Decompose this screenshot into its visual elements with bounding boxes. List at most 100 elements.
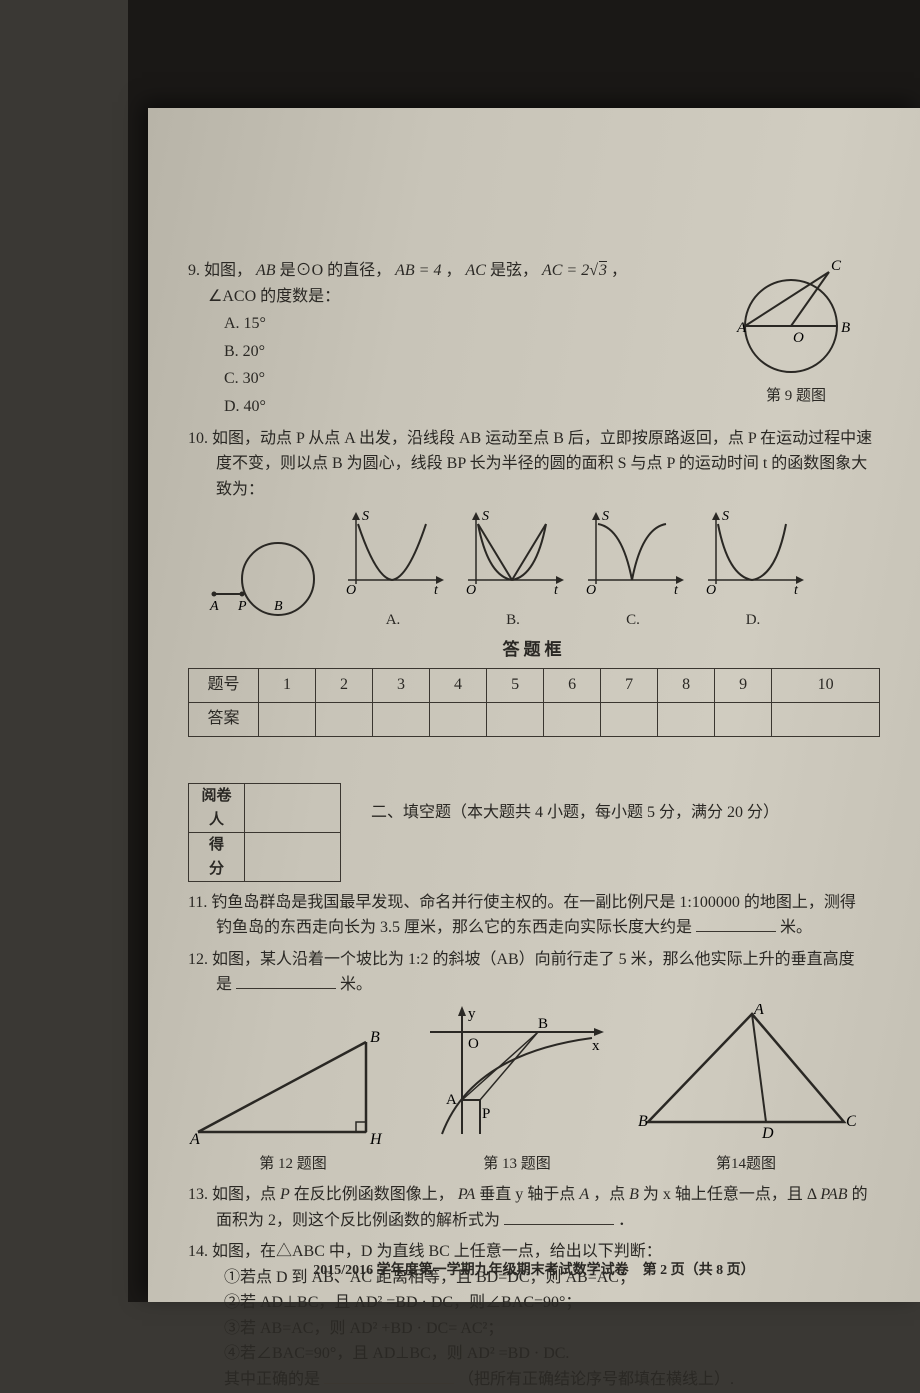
q13-figure-caption: 第 13 题图 xyxy=(422,1152,612,1176)
svg-text:x: x xyxy=(592,1038,600,1054)
svg-text:B: B xyxy=(370,1029,380,1046)
svg-text:B: B xyxy=(638,1113,648,1130)
q11-line2a: 钓鱼岛的东西走向长为 3.5 厘米，那么它的东西走向实际长度大约是 xyxy=(216,919,692,936)
q10-diagrams: A P B S O t A. xyxy=(208,508,880,632)
q14-s4: ④若∠BAC=90°，且 AD⊥BC，则 AD² =BD · DC. xyxy=(224,1341,880,1367)
q13-l1d: ，点 xyxy=(593,1186,629,1203)
q14-tail-a: 其中正确的是 xyxy=(224,1371,320,1388)
q14-number: 14. xyxy=(188,1243,208,1260)
q12-number: 12. xyxy=(188,951,208,968)
answer-cell[interactable] xyxy=(772,702,880,736)
q10-number: 10. xyxy=(188,430,208,447)
answer-td-label: 答案 xyxy=(189,702,259,736)
q9-ab-eq: AB = 4 xyxy=(395,262,441,279)
svg-text:S: S xyxy=(722,509,729,524)
q12-figure: A B H 第 12 题图 xyxy=(188,1014,398,1176)
q13-l1b: 在反比例函数图像上， xyxy=(294,1186,454,1203)
grader-blank-score[interactable] xyxy=(245,832,341,881)
q13-l1c: 垂直 y 轴于点 xyxy=(479,1186,579,1203)
svg-text:O: O xyxy=(346,583,356,598)
q14-tail-b: （把所有正确结论序号都填在横线上）. xyxy=(458,1371,734,1388)
answer-cell[interactable] xyxy=(487,702,544,736)
answer-cell[interactable] xyxy=(259,702,316,736)
answer-box-title: 答题框 xyxy=(188,636,880,663)
q13-pab: PAB xyxy=(820,1186,847,1203)
section2-header-row: 阅卷人 得 分 二、填空题（本大题共 4 小题，每小题 5 分，满分 20 分） xyxy=(188,737,880,890)
q12-blank[interactable] xyxy=(236,973,336,989)
q9-circle-svg: A B C O xyxy=(721,256,871,376)
svg-text:H: H xyxy=(369,1131,383,1144)
svg-text:S: S xyxy=(602,509,609,524)
svg-text:t: t xyxy=(674,583,679,598)
svg-text:P: P xyxy=(482,1106,490,1122)
answer-cell[interactable] xyxy=(715,702,772,736)
svg-text:O: O xyxy=(468,1036,479,1052)
q10-opt-d-graph: S O t D. xyxy=(698,508,808,632)
svg-text:A: A xyxy=(189,1131,200,1144)
answer-th-2: 2 xyxy=(316,668,373,702)
q11-blank[interactable] xyxy=(696,916,776,932)
svg-text:S: S xyxy=(362,509,369,524)
page-footer: 2015/2016 学年度第一学期九年级期末考试数学试卷 第 2 页（共 8 页… xyxy=(148,1260,920,1282)
answer-th-5: 5 xyxy=(487,668,544,702)
q10-opt-a-graph: S O t A. xyxy=(338,508,448,632)
q10: 10. 如图，动点 P 从点 A 出发，沿线段 AB 运动至点 B 后，立即按原… xyxy=(188,426,880,503)
svg-text:B: B xyxy=(538,1016,548,1032)
q11-line1: 钓鱼岛群岛是我国最早发现、命名并行使主权的。在一副比例尺是 1:100000 的… xyxy=(211,894,855,911)
answer-th-1: 1 xyxy=(259,668,316,702)
exam-page: A B C O 第 9 题图 9. 如图， AB 是⊙O 的直径， AB = 4… xyxy=(148,108,920,1302)
answer-cell[interactable] xyxy=(316,702,373,736)
q13-figure: y x O B A P 第 13 题图 xyxy=(422,1004,612,1176)
q9-text-c: ， xyxy=(445,262,461,279)
q10-opt-c-label: C. xyxy=(578,608,688,632)
section2-title: 二、填空题（本大题共 4 小题，每小题 5 分，满分 20 分） xyxy=(371,800,779,826)
answer-th-8: 8 xyxy=(658,668,715,702)
answer-cell[interactable] xyxy=(430,702,487,736)
q13-line2b: ． xyxy=(618,1212,634,1229)
q13-l1e: 为 x 轴上任意一点，且 Δ xyxy=(643,1186,816,1203)
grader-blank-reader[interactable] xyxy=(245,783,341,832)
q9-text-e: ， xyxy=(611,262,627,279)
answer-th-9: 9 xyxy=(715,668,772,702)
answer-cell[interactable] xyxy=(658,702,715,736)
answer-cell[interactable] xyxy=(373,702,430,736)
answer-table: 题号 1 2 3 4 5 6 7 8 9 10 答案 xyxy=(188,668,880,737)
q9-text-b: 是⊙O 的直径， xyxy=(280,262,392,279)
q12-line2a: 是 xyxy=(216,976,232,993)
q13-p: P xyxy=(280,1186,290,1203)
q10-opt-c-graph: S O t C. xyxy=(578,508,688,632)
q14-blank[interactable] xyxy=(324,1368,454,1384)
q10-opt-a-label: A. xyxy=(338,608,448,632)
q12-line1: 如图，某人沿着一个坡比为 1:2 的斜坡（AB）向前行走了 5 米，那么他实际上… xyxy=(212,951,855,968)
svg-text:t: t xyxy=(794,583,799,598)
answer-cell[interactable] xyxy=(601,702,658,736)
svg-text:O: O xyxy=(706,583,716,598)
q9-ac: AC xyxy=(465,262,485,279)
q13-blank[interactable] xyxy=(504,1209,614,1225)
q9-label-a: A xyxy=(736,320,747,336)
answer-th-num: 题号 xyxy=(189,668,259,702)
answer-th-6: 6 xyxy=(544,668,601,702)
q9-text-a: 如图， xyxy=(204,262,252,279)
answer-th-7: 7 xyxy=(601,668,658,702)
q13-number: 13. xyxy=(188,1186,208,1203)
q13-l1f: 的 xyxy=(852,1186,868,1203)
svg-text:D: D xyxy=(761,1125,774,1142)
q10-line1: 如图，动点 P 从点 A 出发，沿线段 AB 运动至点 B 后，立即按原路返回，… xyxy=(212,430,872,447)
q10-opt-b-label: B. xyxy=(458,608,568,632)
q14-figure-caption: 第14题图 xyxy=(636,1152,856,1176)
svg-text:t: t xyxy=(434,583,439,598)
q12: 12. 如图，某人沿着一个坡比为 1:2 的斜坡（AB）向前行走了 5 米，那么… xyxy=(188,947,880,998)
q13-pa: PA xyxy=(458,1186,475,1203)
svg-text:B: B xyxy=(274,599,283,614)
answer-cell[interactable] xyxy=(544,702,601,736)
svg-text:S: S xyxy=(482,509,489,524)
q9-ac-eq-pre: AC = 2 xyxy=(542,262,589,279)
answer-row-header: 题号 1 2 3 4 5 6 7 8 9 10 xyxy=(189,668,880,702)
svg-text:O: O xyxy=(466,583,476,598)
grader-label-reader: 阅卷人 xyxy=(189,783,245,832)
q10-circle-diagram: A P B xyxy=(208,534,328,632)
q14-line1: 如图，在△ABC 中，D 为直线 BC 上任意一点，给出以下判断： xyxy=(212,1243,662,1260)
q9-ac-sqrt: 3 xyxy=(598,262,607,279)
q11: 11. 钓鱼岛群岛是我国最早发现、命名并行使主权的。在一副比例尺是 1:1000… xyxy=(188,890,880,941)
